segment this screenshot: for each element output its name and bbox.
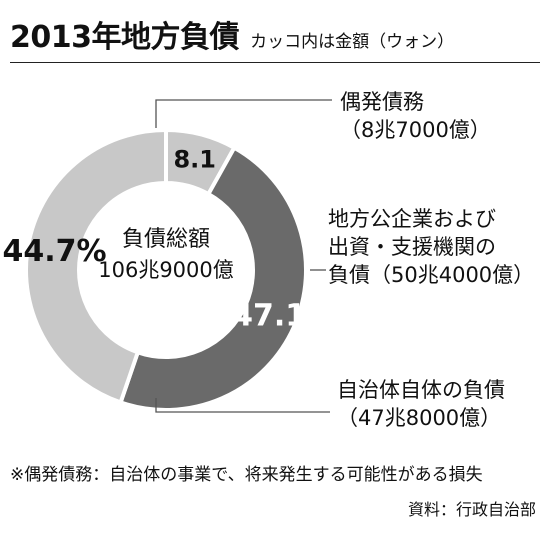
annotation-public-enterprise-debt: 地方公企業および 出資・支援機関の負債（50兆4000億） bbox=[328, 205, 534, 289]
chart-title: 2013年地方負債 カッコ内は金額（ウォン） bbox=[10, 12, 454, 56]
annotation-line: 偶発債務 bbox=[340, 90, 424, 114]
annotation-line: （8兆7000億） bbox=[340, 118, 491, 142]
annotation-line: 出資・支援機関の bbox=[328, 235, 496, 259]
leader-local-government-debt bbox=[155, 398, 330, 413]
leader-lines bbox=[155, 99, 332, 413]
slice-labels: 8.1 47.1 44.7% bbox=[2, 146, 306, 334]
slice-label-public-enterprise-debt: 47.1 bbox=[232, 299, 306, 334]
slice-label-contingent-debt: 8.1 bbox=[173, 146, 216, 174]
donut-slices bbox=[24, 127, 308, 412]
annotation-local-government-debt: 自治体自体の負債 （47兆8000億） bbox=[337, 376, 505, 432]
center-label-total: 106兆9000億 bbox=[98, 258, 234, 282]
slice-label-local-government-debt: 44.7% bbox=[2, 234, 106, 269]
slice-local-government-debt bbox=[24, 127, 168, 405]
annotation-line: 負債（50兆4000億） bbox=[328, 263, 535, 287]
leader-contingent-debt bbox=[155, 99, 332, 128]
source-note: 資料：行政自治部 bbox=[407, 500, 536, 519]
annotation-line: （47兆8000億） bbox=[337, 406, 502, 430]
center-label-title: 負債総額 bbox=[122, 227, 210, 252]
title-subtitle: カッコ内は金額（ウォン） bbox=[250, 32, 455, 52]
title-main: 2013年地方負債 bbox=[10, 20, 240, 55]
annotation-line: 自治体自体の負債 bbox=[337, 378, 505, 402]
slice-public-enterprise-debt bbox=[118, 145, 308, 412]
footnote: ※偶発債務：自治体の事業で、将来発生する可能性がある損失 bbox=[10, 465, 483, 485]
title-rule bbox=[10, 62, 540, 63]
annotation-line: 地方公企業および bbox=[328, 207, 496, 231]
annotation-contingent-debt: 偶発債務 （8兆7000億） bbox=[340, 88, 491, 144]
